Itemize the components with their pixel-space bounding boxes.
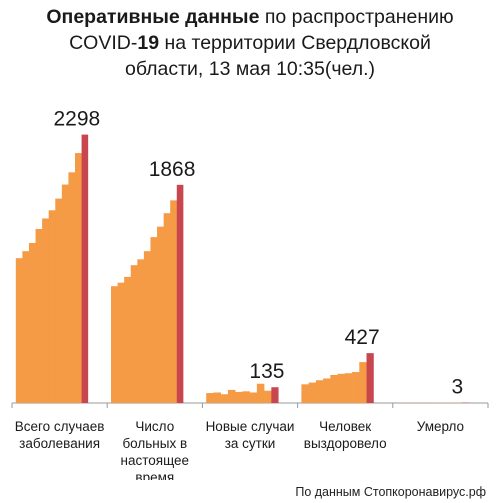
history-bar bbox=[22, 251, 30, 403]
history-bar bbox=[163, 213, 171, 403]
current-value-bar bbox=[176, 184, 184, 403]
history-bar bbox=[48, 210, 56, 403]
history-bar bbox=[15, 258, 23, 403]
history-bar bbox=[359, 362, 367, 403]
history-bar bbox=[206, 393, 214, 403]
category-label: Всего случаев bbox=[15, 419, 105, 434]
history-bar bbox=[315, 380, 324, 403]
current-value-bar bbox=[271, 387, 279, 403]
history-bar bbox=[61, 184, 69, 403]
category-label: Новые случаи bbox=[206, 419, 295, 434]
chart-title: Оперативные данные по распространению CO… bbox=[0, 4, 500, 82]
history-bar bbox=[352, 372, 360, 403]
current-value-bar bbox=[81, 134, 89, 403]
history-bar bbox=[124, 276, 132, 403]
current-value-bar bbox=[366, 353, 374, 403]
value-label: 3 bbox=[451, 376, 463, 399]
history-bar bbox=[242, 391, 250, 403]
history-bar bbox=[35, 228, 43, 403]
value-label: 2298 bbox=[54, 108, 101, 131]
history-bar bbox=[330, 374, 338, 403]
title-bold: Оперативные данные bbox=[46, 6, 260, 28]
history-bar bbox=[170, 200, 178, 403]
history-bar bbox=[68, 172, 76, 403]
history-bar bbox=[337, 373, 346, 403]
history-bar bbox=[55, 198, 63, 403]
history-bar bbox=[344, 373, 353, 403]
history-bar bbox=[301, 384, 309, 403]
bar-chart: 2298 Всего случаев заболевания 1868 Число бол… bbox=[11, 108, 489, 480]
category-label: заболевания bbox=[19, 436, 100, 451]
title-covid-number: 19 bbox=[137, 32, 160, 54]
history-bar bbox=[130, 265, 138, 403]
history-bar bbox=[249, 392, 258, 403]
history-bar bbox=[75, 153, 82, 403]
category-label: Число bbox=[135, 419, 174, 434]
history-bar bbox=[264, 390, 272, 403]
category-label: Человек bbox=[319, 419, 371, 434]
value-label: 1868 bbox=[149, 158, 196, 181]
history-bar bbox=[157, 226, 164, 403]
category-label: время bbox=[135, 470, 174, 480]
history-bar bbox=[220, 394, 229, 403]
history-bar bbox=[137, 259, 145, 403]
history-bar bbox=[213, 392, 221, 403]
history-bar bbox=[227, 389, 236, 403]
history-bar bbox=[42, 218, 49, 403]
title-region: на территории Свердловской bbox=[159, 32, 431, 54]
value-label: 135 bbox=[249, 360, 284, 383]
history-bar bbox=[308, 382, 317, 403]
history-bar bbox=[150, 237, 158, 403]
title-date: области, 13 мая 10:35(чел.) bbox=[124, 58, 376, 80]
source-note: По данным Стопкоронавирус.рф bbox=[295, 485, 486, 499]
history-bar bbox=[256, 383, 265, 403]
history-bar bbox=[143, 251, 151, 403]
category-label: Умерло bbox=[417, 419, 464, 434]
history-bar bbox=[323, 378, 331, 403]
title-rest: по распространению bbox=[259, 6, 454, 28]
category-label: за сутки bbox=[225, 436, 276, 451]
category-label: выздоровело bbox=[304, 436, 387, 451]
history-bar bbox=[117, 282, 125, 403]
history-bar bbox=[28, 242, 36, 403]
category-label: больных в bbox=[122, 436, 187, 451]
title-covid: COVID- bbox=[69, 32, 138, 54]
history-bar bbox=[235, 391, 243, 403]
value-label: 427 bbox=[345, 326, 380, 349]
category-label: настоящее bbox=[121, 453, 190, 468]
history-bar bbox=[111, 286, 118, 403]
